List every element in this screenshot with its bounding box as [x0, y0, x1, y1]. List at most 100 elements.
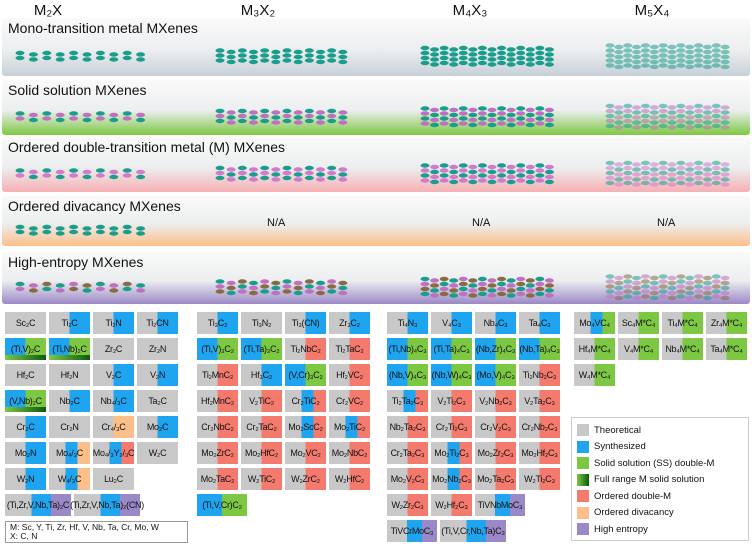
- mxene-cell: (Ti,V)₃C₂: [197, 338, 238, 360]
- legend-label: Ordered divacancy: [594, 507, 674, 519]
- atom: [623, 108, 633, 114]
- cell-formula: Nb₂Ta₂C₃: [389, 422, 426, 432]
- cell-formula: Nb₄/₃C: [100, 396, 127, 406]
- atom: [694, 165, 704, 171]
- atom: [525, 164, 535, 170]
- atom: [15, 281, 25, 287]
- cell-formula: W₂C: [148, 448, 167, 458]
- atom: [685, 54, 695, 60]
- atom: [237, 108, 247, 114]
- atom: [649, 182, 659, 187]
- mxene-cell: Ti₃N₂: [241, 312, 282, 334]
- atom: [316, 290, 325, 296]
- atom: [136, 226, 146, 231]
- legend-swatch: [577, 506, 589, 519]
- atom: [449, 164, 459, 170]
- atom: [282, 170, 292, 176]
- column-header-m2x: M₂X: [33, 2, 63, 19]
- atom: [640, 180, 650, 186]
- mxene-cell: Ti₃C₂: [197, 312, 238, 334]
- atom: [711, 43, 721, 48]
- cell-formula: W₂Hf₂C₃: [435, 500, 468, 510]
- cell-formula: Mo₄VC₄: [579, 318, 610, 328]
- atom: [95, 224, 105, 230]
- band-4: Ordered divacancy MXenes N/A N/A N/A: [2, 196, 750, 246]
- atom: [676, 53, 686, 58]
- atom: [702, 285, 712, 291]
- atom: [55, 112, 65, 118]
- atom: [109, 52, 119, 57]
- mxene-cell: (Ti,Nb)₂C: [49, 338, 90, 360]
- mxene-cell: (Ti,Zr,V,Nb,Ta)₂C: [5, 494, 71, 516]
- atom: [439, 173, 449, 178]
- atom: [109, 57, 119, 62]
- cell-formula: (Nb,Ta)₄C₃: [519, 344, 560, 354]
- atom: [304, 58, 314, 63]
- atom: [42, 173, 52, 178]
- grid-row: Cr₂Ta₂C₃ Mo₂Ti₂C₃ Mo₂Zr₂C₃ Mo₂Hf₂C₃: [387, 442, 560, 464]
- atom: [535, 281, 545, 287]
- grid-row: Mo₂ZrC₂ Mo₂HfC₂ Mo₂VC₂ Mo₂NbC₂: [197, 442, 370, 464]
- atom: [136, 174, 146, 180]
- atom: [327, 175, 337, 181]
- mxene-cell: Ti₂N: [93, 312, 134, 334]
- cell-formula: TiVNbMoC₃: [477, 500, 523, 510]
- atom: [694, 175, 704, 181]
- mxene-cell: W₄/₃C: [49, 468, 90, 490]
- atom: [304, 108, 314, 114]
- mxene-cell: Nb₄C₃: [475, 312, 516, 334]
- atom: [458, 286, 468, 292]
- atom: [249, 54, 258, 60]
- mxene-lattice: [605, 103, 730, 130]
- atom: [468, 112, 478, 118]
- cell-formula: Cr₂Ta₂C₃: [390, 448, 425, 458]
- grid-row: Ti₂Ta₂C₃ V₂Ti₂C₃ V₂Nb₂C₃ V₂Ta₂C₃: [387, 390, 560, 412]
- atom: [327, 170, 337, 176]
- atom: [316, 54, 325, 60]
- atom: [667, 167, 677, 172]
- atom: [535, 276, 545, 282]
- atom: [632, 44, 642, 50]
- atom: [544, 62, 554, 67]
- atom: [293, 110, 303, 115]
- atom: [316, 49, 325, 55]
- atom: [632, 280, 642, 286]
- atom: [702, 290, 712, 296]
- grid-row: Mo₄VC₄ Sc₄M*C₄ Ti₄M*C₄ Zr₄M*C₄: [574, 312, 747, 334]
- atom: [649, 115, 659, 120]
- atom: [676, 274, 686, 279]
- atom: [316, 59, 325, 65]
- atom: [237, 165, 247, 171]
- atom: [497, 173, 507, 178]
- mxene-cell: Ti₄N₃: [387, 312, 428, 334]
- legend-item: Synthesized: [577, 439, 743, 456]
- atom: [506, 107, 516, 113]
- atom: [293, 120, 303, 125]
- mxene-cell: Mo₂N: [5, 442, 46, 464]
- mxene-cell: W₂C: [137, 442, 178, 464]
- atom: [293, 54, 303, 60]
- atom: [720, 44, 730, 50]
- atom: [468, 288, 478, 293]
- band-1: Mono-transition metal MXenes: [2, 18, 750, 76]
- atom: [449, 62, 459, 67]
- atom: [55, 174, 65, 180]
- cell-formula: Hf₂MnC₂: [201, 396, 234, 406]
- mxene-lattice: [15, 50, 146, 62]
- atom: [420, 173, 430, 178]
- atom: [304, 48, 314, 53]
- mxene-lattice: [420, 106, 554, 128]
- atom: [694, 274, 704, 279]
- atom: [69, 55, 79, 61]
- atom: [497, 286, 507, 292]
- atom: [702, 167, 712, 172]
- atom: [676, 165, 686, 171]
- atom: [95, 173, 105, 178]
- atom: [449, 112, 459, 118]
- atom: [649, 44, 659, 50]
- atom: [525, 283, 535, 288]
- atom: [711, 123, 721, 129]
- cell-formula: W₄M*C₄: [578, 370, 611, 380]
- mxene-cell: Hf₃C₂: [241, 364, 282, 386]
- atom: [658, 274, 668, 279]
